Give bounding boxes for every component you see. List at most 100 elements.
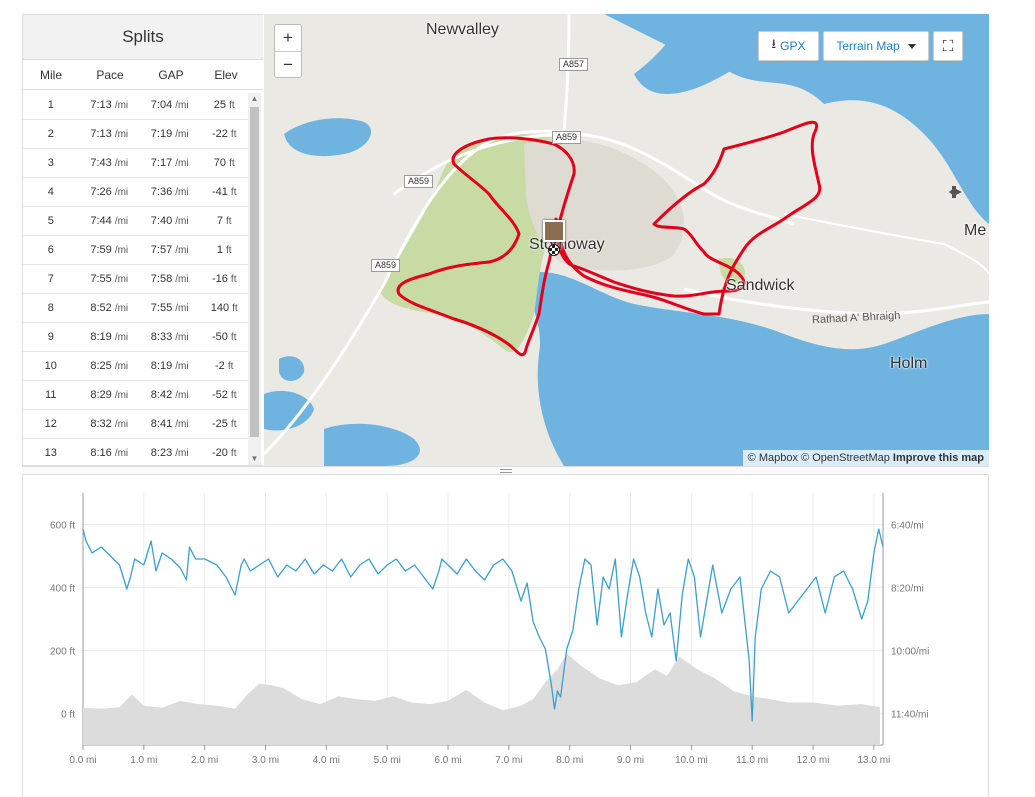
- split-elev: -50 ft: [211, 331, 237, 343]
- split-elev: 70 ft: [213, 157, 235, 169]
- split-row[interactable]: 11 8:29 /mi 8:42 /mi -52 ft: [23, 381, 249, 410]
- route-line: [396, 120, 822, 357]
- place-holm: Holm: [890, 355, 928, 372]
- zoom-out-button[interactable]: −: [275, 51, 301, 77]
- split-mile: 1: [47, 99, 54, 111]
- x-tick-label: 13.0 mi: [857, 755, 890, 766]
- x-tick-label: 9.0 mi: [617, 755, 644, 766]
- split-mile: 5: [47, 215, 54, 227]
- split-row[interactable]: 2 7:13 /mi 7:19 /mi -22 ft: [23, 120, 249, 149]
- split-elev: -22 ft: [211, 128, 237, 140]
- split-elev: -2 ft: [215, 360, 234, 372]
- split-pace: 7:13 /mi: [90, 128, 129, 140]
- elevation-pace-chart[interactable]: 0.0 mi 1.0 mi 2.0 mi 3.0 mi 4.0 mi 5.0 mi 6.0 …: [22, 475, 989, 797]
- scroll-up-icon[interactable]: ▲: [250, 94, 259, 103]
- water-north-east: [604, 14, 989, 224]
- place-me: Me: [964, 222, 987, 239]
- split-row[interactable]: 3 7:43 /mi 7:17 /mi 70 ft: [23, 149, 249, 178]
- scroll-down-icon[interactable]: ▼: [250, 454, 259, 463]
- split-elev: 1 ft: [216, 244, 232, 256]
- split-gap: 7:55 /mi: [150, 302, 189, 314]
- split-mile: 3: [47, 157, 54, 169]
- split-elev: -25 ft: [211, 418, 237, 430]
- splits-rows: 1 7:13 /mi 7:04 /mi 25 ft 2 7:13 /mi 7:19 /mi -…: [23, 91, 249, 465]
- x-tick-label: 11.0 mi: [736, 755, 768, 766]
- improve-map-link[interactable]: Improve this map: [892, 452, 984, 464]
- elevation-tick-label: 200 ft: [50, 647, 75, 658]
- split-gap: 7:19 /mi: [150, 128, 189, 140]
- pace-line: [82, 528, 884, 722]
- splits-scrollbar[interactable]: ▲ ▼: [248, 93, 261, 465]
- water-southwest: [324, 423, 420, 466]
- fullscreen-button[interactable]: ⛶: [933, 31, 963, 61]
- split-pace: 7:26 /mi: [90, 186, 129, 198]
- route-map[interactable]: Newvalley Stornoway Sandwick Holm Me A85…: [264, 14, 989, 466]
- elevation-tick-label: 0 ft: [61, 710, 75, 721]
- split-gap: 7:36 /mi: [150, 186, 189, 198]
- x-tick-label: 6.0 mi: [434, 755, 461, 766]
- grip-icon: [500, 469, 512, 473]
- finish-flag-icon: [548, 244, 560, 256]
- split-row[interactable]: 5 7:44 /mi 7:40 /mi 7 ft: [23, 207, 249, 236]
- map-type-label: Terrain Map: [836, 39, 900, 53]
- split-mile: 6: [47, 244, 54, 256]
- split-row[interactable]: 10 8:25 /mi 8:19 /mi -2 ft: [23, 352, 249, 381]
- split-gap: 8:41 /mi: [150, 418, 189, 430]
- scrollbar-thumb[interactable]: [250, 107, 259, 437]
- split-mile: 9: [47, 331, 54, 343]
- road-east: [783, 213, 989, 275]
- split-row[interactable]: 7 7:55 /mi 7:58 /mi -16 ft: [23, 265, 249, 294]
- gpx-download-button[interactable]: ⭳ GPX: [758, 31, 819, 61]
- map-type-dropdown[interactable]: Terrain Map: [823, 31, 929, 61]
- water-top-inlet: [634, 14, 784, 94]
- splits-header: Mile Pace GAP Elev: [23, 60, 263, 90]
- road-rathad: [683, 287, 989, 316]
- x-tick-label: 3.0 mi: [252, 755, 279, 766]
- split-pace: 8:32 /mi: [90, 418, 129, 430]
- road-label-a857: A857: [559, 58, 589, 71]
- column-header-gap: GAP: [158, 67, 184, 82]
- split-row[interactable]: 6 7:59 /mi 7:57 /mi 1 ft: [23, 236, 249, 265]
- panel-resize-handle[interactable]: [22, 466, 989, 475]
- place-newvalley: Newvalley: [426, 21, 499, 38]
- split-mile: 8: [47, 302, 54, 314]
- water-loch-west: [284, 118, 372, 157]
- road-label-a859-west: A859: [404, 175, 434, 188]
- split-row[interactable]: 9 8:19 /mi 8:33 /mi -50 ft: [23, 323, 249, 352]
- split-mile: 13: [44, 447, 57, 459]
- split-row[interactable]: 8 8:52 /mi 7:55 /mi 140 ft: [23, 294, 249, 323]
- athlete-avatar[interactable]: [543, 220, 565, 242]
- split-pace: 7:43 /mi: [90, 157, 129, 169]
- split-gap: 8:42 /mi: [150, 389, 189, 401]
- split-pace: 7:44 /mi: [90, 215, 129, 227]
- split-mile: 4: [47, 186, 54, 198]
- zoom-in-button[interactable]: +: [283, 28, 293, 47]
- attribution-mapbox[interactable]: © Mapbox: [747, 452, 798, 464]
- airport-icon: [949, 186, 962, 198]
- split-pace: 7:59 /mi: [90, 244, 129, 256]
- pace-tick-label: 6:40/mi: [891, 521, 924, 532]
- split-mile: 7: [47, 273, 54, 285]
- road-a859-north: [393, 132, 795, 226]
- split-row[interactable]: 1 7:13 /mi 7:04 /mi 25 ft: [23, 91, 249, 120]
- splits-panel: Splits Mile Pace GAP Elev 1 7:13 /mi 7:04 …: [22, 14, 263, 466]
- split-gap: 8:23 /mi: [150, 447, 189, 459]
- split-row[interactable]: 12 8:32 /mi 8:41 /mi -25 ft: [23, 410, 249, 439]
- split-gap: 7:57 /mi: [150, 244, 189, 256]
- chevron-down-icon: [907, 43, 916, 49]
- place-stornoway: Stornoway: [529, 236, 605, 253]
- download-icon: ⭳: [771, 36, 777, 51]
- expand-icon: ⛶: [942, 37, 954, 55]
- split-gap: 8:33 /mi: [150, 331, 189, 343]
- pace-tick-label: 10:00/mi: [891, 647, 929, 658]
- attribution-osm[interactable]: © OpenStreetMap: [801, 452, 890, 464]
- pace-tick-label: 8:20/mi: [891, 584, 924, 595]
- split-row[interactable]: 13 8:16 /mi 8:23 /mi -20 ft: [23, 439, 249, 465]
- x-tick-label: 12.0 mi: [797, 755, 830, 766]
- elevation-tick-label: 600 ft: [50, 521, 75, 532]
- split-pace: 7:13 /mi: [90, 99, 129, 111]
- x-tick-label: 8.0 mi: [556, 755, 583, 766]
- water-east: [902, 337, 989, 434]
- split-row[interactable]: 4 7:26 /mi 7:36 /mi -41 ft: [23, 178, 249, 207]
